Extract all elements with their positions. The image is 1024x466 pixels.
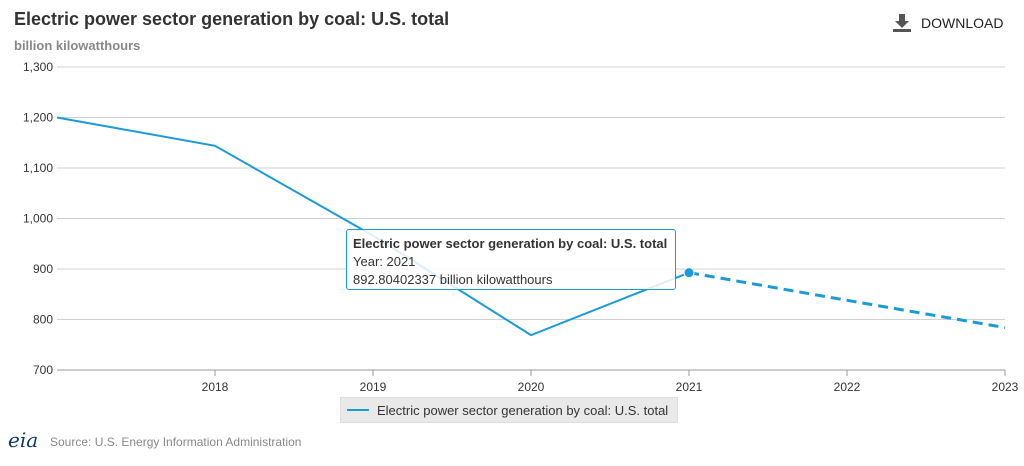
legend-swatch (347, 409, 369, 411)
x-tick-label: 2022 (834, 380, 861, 394)
tooltip-year: Year: 2021 (353, 254, 416, 269)
highlight-point (683, 267, 695, 279)
download-label: DOWNLOAD (921, 15, 1004, 31)
x-tick-label: 2021 (676, 380, 703, 394)
y-tick-label: 1,200 (23, 111, 53, 125)
x-tick-label: 2018 (202, 380, 229, 394)
eia-logo: eia (8, 428, 39, 452)
x-tick-label: 2019 (360, 380, 387, 394)
chart-title: Electric power sector generation by coal… (14, 9, 450, 29)
y-tick-label: 700 (33, 363, 53, 377)
unit-label: billion kilowatthours (14, 38, 141, 53)
y-tick-label: 1,000 (23, 212, 53, 226)
legend-item[interactable]: Electric power sector generation by coal… (340, 397, 678, 423)
tooltip-title: Electric power sector generation by coal… (353, 236, 668, 251)
y-tick-label: 1,100 (23, 161, 53, 175)
series-line-solid (56, 116, 690, 337)
tooltip-value: 892.80402337 billion kilowatthours (353, 272, 553, 287)
y-tick-label: 1,300 (23, 60, 53, 74)
legend-label: Electric power sector generation by coal… (377, 402, 669, 418)
y-tick-label: 800 (33, 313, 53, 327)
y-tick-label: 900 (33, 262, 53, 276)
x-tick-label: 2020 (518, 380, 545, 394)
source-text: Source: U.S. Energy Information Administ… (50, 435, 302, 449)
download-icon (893, 14, 911, 32)
download-button[interactable]: DOWNLOAD (893, 14, 1003, 32)
x-tick-label: 2023 (992, 380, 1019, 394)
series-line-dashed (688, 271, 1006, 330)
tooltip: Electric power sector generation by coal… (346, 229, 676, 290)
